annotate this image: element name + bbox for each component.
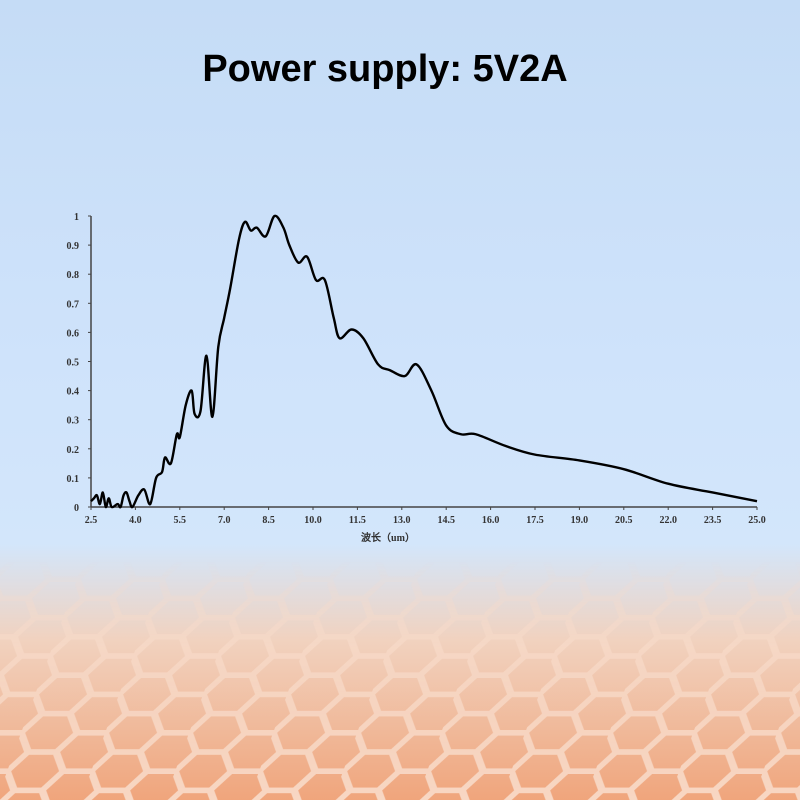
x-tick-label: 19.0	[571, 515, 589, 526]
x-tick-label: 14.5	[437, 515, 455, 526]
y-tick-label: 0.1	[67, 474, 80, 485]
y-tick-label: 0.8	[67, 270, 80, 281]
series-line	[90, 214, 758, 509]
y-tick-label: 0.4	[67, 387, 80, 398]
x-axis-label: 波长（um）	[361, 531, 415, 544]
x-tick-label: 2.5	[85, 515, 98, 526]
x-tick-label: 10.0	[304, 515, 322, 526]
x-tick-label: 20.5	[615, 515, 633, 526]
x-tick-label: 11.5	[349, 515, 366, 526]
x-tick-label: 13.0	[393, 515, 411, 526]
x-tick-label: 5.5	[174, 515, 187, 526]
y-tick-label: 0.3	[67, 416, 80, 427]
page-title: Power supply: 5V2A	[202, 48, 568, 90]
hexagon-mesh-decoration	[0, 560, 800, 800]
x-tick-label: 8.5	[262, 515, 275, 526]
x-tick-label: 7.0	[218, 515, 231, 526]
chart-axes	[90, 216, 757, 508]
y-tick-label: 1	[74, 212, 79, 223]
x-tick-label: 4.0	[129, 515, 142, 526]
y-tick-label: 0.5	[67, 358, 80, 369]
x-tick-label: 22.0	[659, 515, 677, 526]
x-tick-label: 25.0	[748, 515, 766, 526]
y-tick-label: 0.7	[67, 299, 80, 310]
y-tick-label: 0.6	[67, 328, 80, 339]
y-tick-label: 0.2	[67, 445, 80, 456]
chart-ticks: 2.5 4.0 5.5 7.0 8.5 10.0 11.5 13.0 14.5 16.0 17.5 1…	[67, 212, 766, 526]
y-tick-label: 0.9	[67, 241, 80, 252]
x-tick-label: 23.5	[704, 515, 722, 526]
y-tick-label: 0	[74, 503, 79, 514]
x-tick-label: 17.5	[526, 515, 544, 526]
x-tick-label: 16.0	[482, 515, 500, 526]
spectrum-chart: 2.5 4.0 5.5 7.0 8.5 10.0 11.5 13.0 14.5 16.0 17.5 1…	[67, 212, 766, 544]
